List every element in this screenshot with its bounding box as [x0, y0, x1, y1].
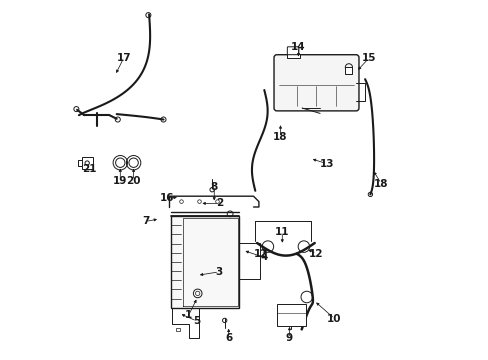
Text: 1: 1 [184, 310, 192, 320]
Text: 12: 12 [253, 249, 267, 259]
Text: 13: 13 [319, 159, 334, 169]
Text: 18: 18 [373, 179, 388, 189]
Bar [276, 304, 305, 326]
Bar [81, 157, 92, 169]
Text: 16: 16 [159, 193, 174, 203]
Text: 4: 4 [260, 252, 267, 262]
Text: 2: 2 [215, 198, 223, 208]
Text: 17: 17 [116, 53, 131, 63]
Text: 9: 9 [285, 333, 292, 343]
Bar [176, 328, 179, 331]
Bar [170, 216, 239, 308]
Text: 15: 15 [361, 53, 375, 63]
Text: 5: 5 [193, 316, 200, 326]
Text: 14: 14 [290, 42, 305, 52]
Text: 3: 3 [215, 267, 223, 277]
Text: 18: 18 [273, 132, 287, 142]
Text: 7: 7 [142, 216, 149, 226]
Bar [286, 54, 299, 58]
FancyBboxPatch shape [273, 55, 358, 111]
Text: 20: 20 [126, 176, 141, 186]
Text: 21: 21 [81, 164, 96, 174]
Text: 10: 10 [326, 314, 341, 324]
Text: 19: 19 [113, 176, 127, 186]
Text: 12: 12 [308, 249, 323, 259]
Bar [345, 67, 352, 74]
Text: 6: 6 [224, 333, 232, 343]
Text: 11: 11 [274, 227, 289, 237]
FancyBboxPatch shape [287, 47, 298, 55]
Text: 8: 8 [210, 182, 218, 192]
